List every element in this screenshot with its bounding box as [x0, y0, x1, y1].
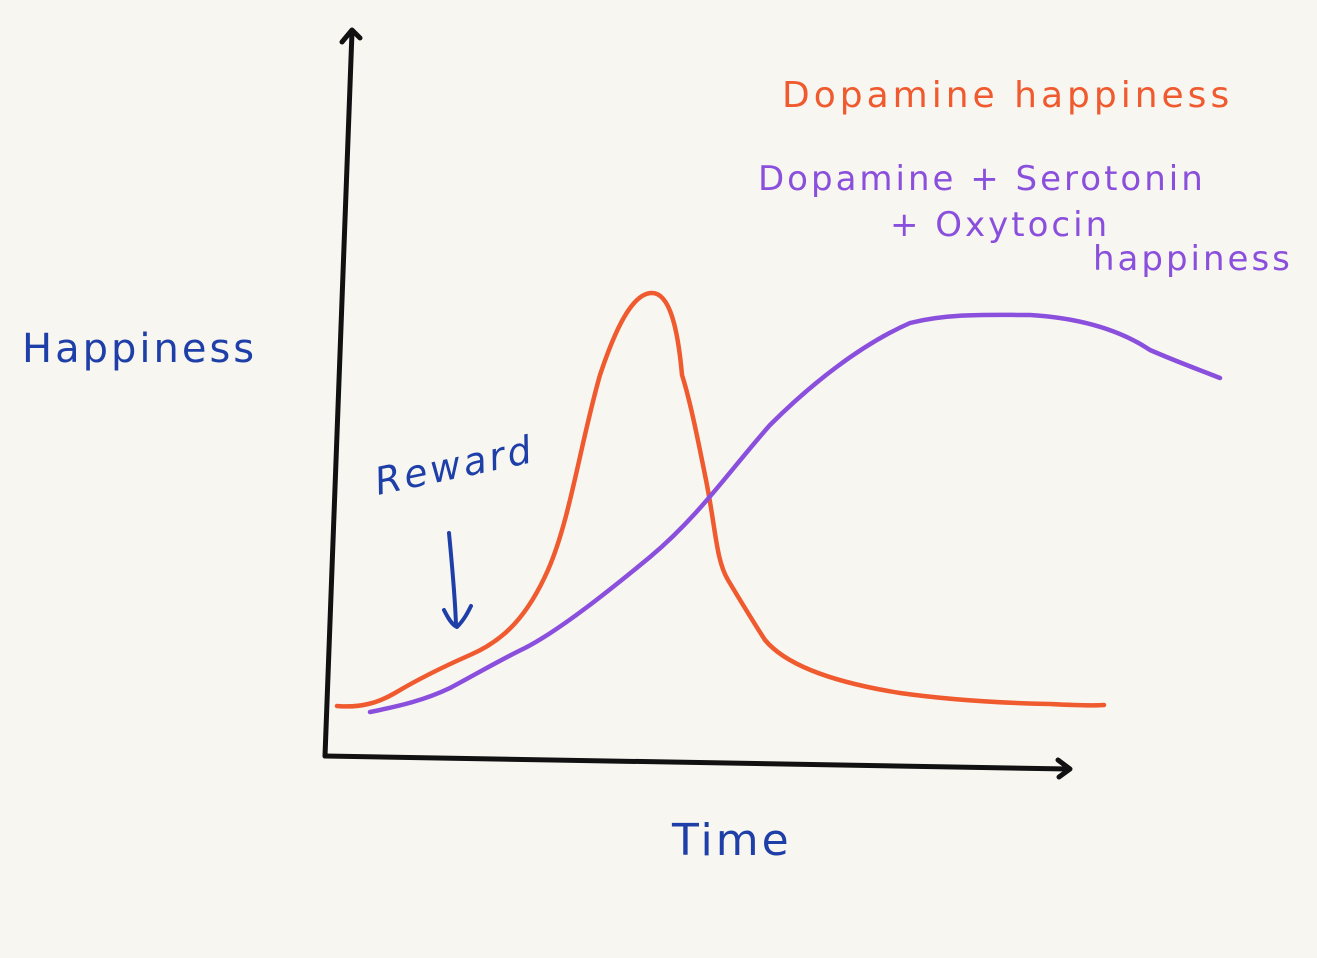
legend-combined-line1: Dopamine + Serotonin — [758, 159, 1206, 199]
combined-curve — [367, 312, 1223, 715]
reward-label: Reward — [371, 427, 539, 504]
legend-combined-line3: happiness — [1093, 239, 1293, 279]
reward-arrow-head — [442, 604, 473, 629]
axes — [322, 27, 1073, 780]
y-axis-arrowhead — [339, 27, 363, 45]
x-axis-label: Time — [671, 815, 792, 866]
dopamine-curve — [334, 290, 1107, 709]
x-axis — [322, 753, 1071, 772]
reward-arrow — [442, 531, 473, 629]
x-axis-arrowhead — [1055, 757, 1073, 780]
reward-arrow-shaft — [447, 531, 458, 627]
legend-combined-line2: + Oxytocin — [890, 205, 1110, 245]
y-axis-label: Happiness — [22, 326, 257, 372]
legend-dopamine: Dopamine happiness — [782, 75, 1233, 116]
y-axis — [322, 29, 355, 759]
